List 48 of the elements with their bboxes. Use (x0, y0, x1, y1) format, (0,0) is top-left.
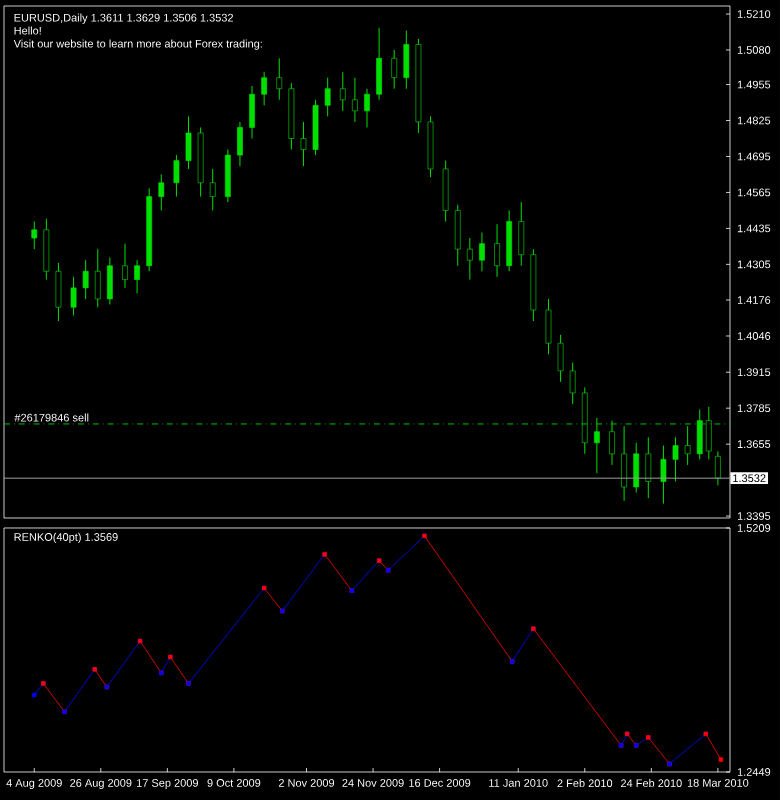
candlestick (594, 417, 600, 474)
candlestick (352, 77, 358, 123)
candlestick (506, 209, 513, 272)
candlestick (518, 201, 525, 267)
candlestick (339, 71, 346, 112)
candlestick (705, 406, 712, 460)
candlestick (621, 425, 627, 502)
candlestick (107, 256, 113, 305)
candlestick (427, 115, 434, 178)
candlestick (185, 115, 192, 170)
candlestick (442, 160, 449, 222)
candlestick (324, 77, 331, 117)
candlestick (43, 218, 50, 281)
candlestick (134, 259, 140, 294)
candlestick (209, 168, 216, 211)
candlestick (55, 262, 62, 322)
candlestick (276, 57, 283, 101)
candlestick (224, 149, 231, 203)
candlestick (237, 121, 243, 167)
candlestick (557, 334, 564, 383)
candlestick (633, 442, 640, 494)
candlestick (312, 99, 319, 156)
candlestick (391, 49, 398, 90)
candlestick (300, 121, 307, 167)
candlestick (645, 436, 652, 499)
candlestick (173, 154, 180, 198)
candlestick (31, 220, 38, 250)
candlestick (94, 248, 101, 308)
candlestick (466, 237, 473, 281)
candlestick (364, 88, 370, 128)
candlestick (715, 450, 721, 486)
candlestick (158, 173, 165, 211)
candlestick (261, 71, 268, 106)
candlestick (70, 276, 77, 317)
candlestick (545, 298, 552, 355)
candlestick (494, 223, 500, 278)
candlestick (660, 445, 667, 505)
candlestick (479, 232, 485, 272)
candlestick (569, 362, 576, 405)
candlestick (249, 85, 255, 140)
candlestick (684, 425, 691, 466)
candlestick (672, 436, 679, 482)
candlestick (122, 243, 128, 289)
candlestick (403, 30, 410, 90)
candlestick (376, 27, 382, 101)
candlestick (454, 204, 461, 267)
candlestick (82, 259, 89, 300)
candlestick (609, 420, 615, 466)
